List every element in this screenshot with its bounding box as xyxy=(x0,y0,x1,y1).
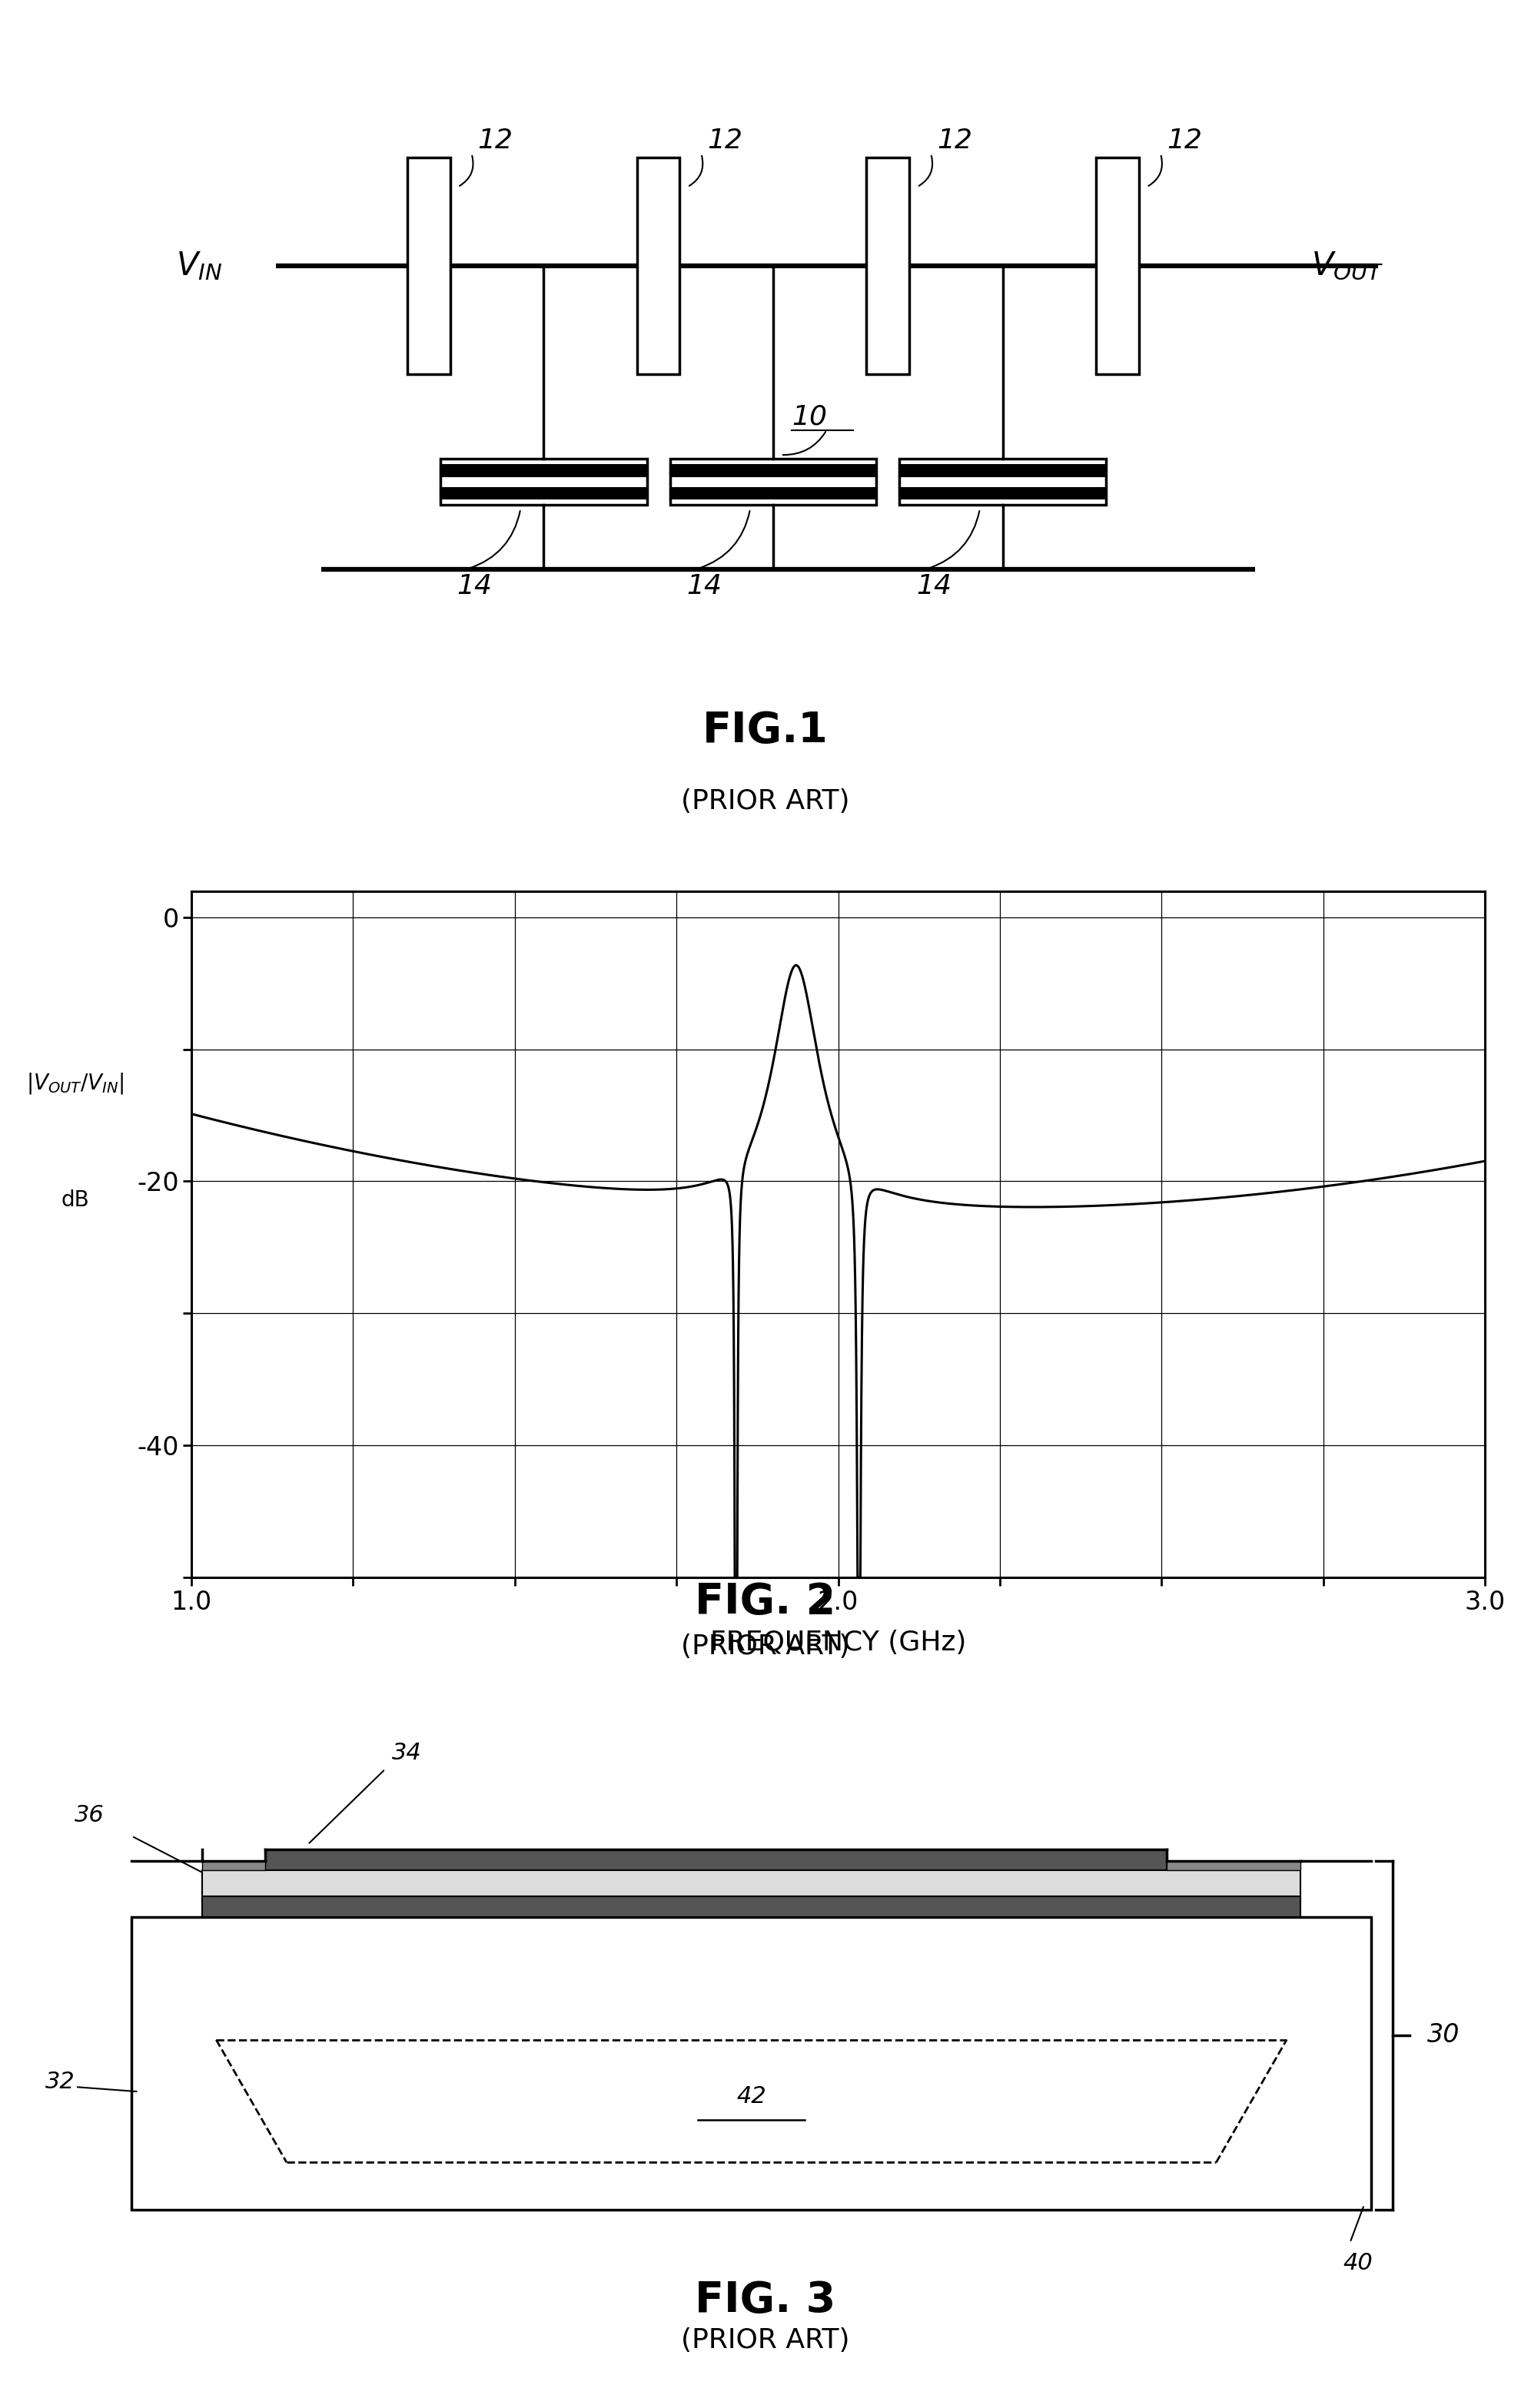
Bar xyxy=(671,489,877,498)
Bar xyxy=(441,465,648,477)
Bar xyxy=(671,460,877,506)
Bar xyxy=(637,159,680,373)
Text: 36: 36 xyxy=(75,1804,104,1828)
Text: dB: dB xyxy=(61,1190,89,1211)
Text: FIG.1: FIG.1 xyxy=(703,710,828,751)
Bar xyxy=(202,1898,1301,1917)
Text: 40: 40 xyxy=(1343,2251,1373,2273)
Bar xyxy=(1167,1861,1301,1871)
Text: $V_{IN}$: $V_{IN}$ xyxy=(176,250,222,282)
Text: 12: 12 xyxy=(707,128,743,154)
Text: 42: 42 xyxy=(736,2085,767,2107)
Bar xyxy=(441,489,648,498)
Bar xyxy=(407,159,450,373)
Bar xyxy=(671,470,877,494)
Bar xyxy=(900,470,1105,494)
Bar xyxy=(900,465,1105,477)
Text: 12: 12 xyxy=(937,128,972,154)
Text: 10: 10 xyxy=(792,405,827,431)
Bar xyxy=(900,489,1105,498)
Text: (PRIOR ART): (PRIOR ART) xyxy=(681,1633,850,1659)
Bar xyxy=(202,1861,265,1871)
Text: 14: 14 xyxy=(456,573,493,600)
Text: $V_{OUT}$: $V_{OUT}$ xyxy=(1311,250,1384,282)
Text: 12: 12 xyxy=(478,128,513,154)
Text: 14: 14 xyxy=(686,573,723,600)
Text: 14: 14 xyxy=(916,573,952,600)
Bar xyxy=(202,1871,1301,1898)
Text: 34: 34 xyxy=(392,1741,423,1765)
Bar xyxy=(265,1849,1167,1871)
Text: FIG. 2: FIG. 2 xyxy=(695,1582,836,1623)
Text: FIG. 3: FIG. 3 xyxy=(695,2280,836,2321)
Text: 32: 32 xyxy=(46,2071,75,2093)
Bar xyxy=(441,460,648,506)
Text: 30: 30 xyxy=(1427,2023,1461,2047)
Bar xyxy=(441,470,648,494)
Text: 12: 12 xyxy=(1167,128,1202,154)
Bar xyxy=(132,1917,1372,2211)
Bar xyxy=(1096,159,1139,373)
Bar xyxy=(671,465,877,477)
X-axis label: FREQUENCY (GHz): FREQUENCY (GHz) xyxy=(710,1630,966,1657)
Text: $|V_{OUT}/V_{IN}|$: $|V_{OUT}/V_{IN}|$ xyxy=(26,1072,124,1096)
Bar xyxy=(900,460,1105,506)
Text: (PRIOR ART): (PRIOR ART) xyxy=(681,2326,850,2353)
Bar xyxy=(867,159,909,373)
Text: (PRIOR ART): (PRIOR ART) xyxy=(681,790,850,814)
